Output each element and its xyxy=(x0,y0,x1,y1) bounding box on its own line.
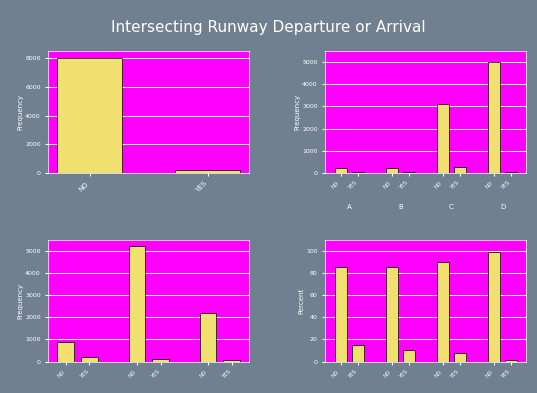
Y-axis label: Frequency: Frequency xyxy=(18,283,24,319)
Bar xyxy=(57,342,74,362)
Bar xyxy=(81,357,98,362)
Bar xyxy=(386,169,398,173)
Y-axis label: Frequency: Frequency xyxy=(295,94,301,130)
Bar xyxy=(335,169,346,173)
Bar xyxy=(403,172,415,173)
Text: Intersecting Runway Departure or Arrival: Intersecting Runway Departure or Arrival xyxy=(111,20,426,35)
Bar xyxy=(505,172,517,173)
Bar xyxy=(386,268,398,362)
Y-axis label: Frequency: Frequency xyxy=(18,94,24,130)
Bar xyxy=(454,167,466,173)
Bar xyxy=(403,351,415,362)
Bar xyxy=(335,268,346,362)
Text: D: D xyxy=(500,204,505,211)
Bar xyxy=(153,359,169,362)
Bar xyxy=(454,353,466,362)
Bar xyxy=(200,313,216,362)
Bar xyxy=(437,104,449,173)
Text: A: A xyxy=(347,204,351,211)
Bar xyxy=(505,360,517,362)
Bar xyxy=(175,170,240,173)
Bar xyxy=(352,345,364,362)
Bar xyxy=(488,62,500,173)
Bar xyxy=(57,58,122,173)
Text: C: C xyxy=(449,204,454,211)
Bar xyxy=(223,360,240,362)
Text: B: B xyxy=(398,204,403,211)
Y-axis label: Percent: Percent xyxy=(299,288,305,314)
Bar xyxy=(352,172,364,173)
Bar xyxy=(128,246,145,362)
Bar xyxy=(437,262,449,362)
Bar xyxy=(488,252,500,362)
